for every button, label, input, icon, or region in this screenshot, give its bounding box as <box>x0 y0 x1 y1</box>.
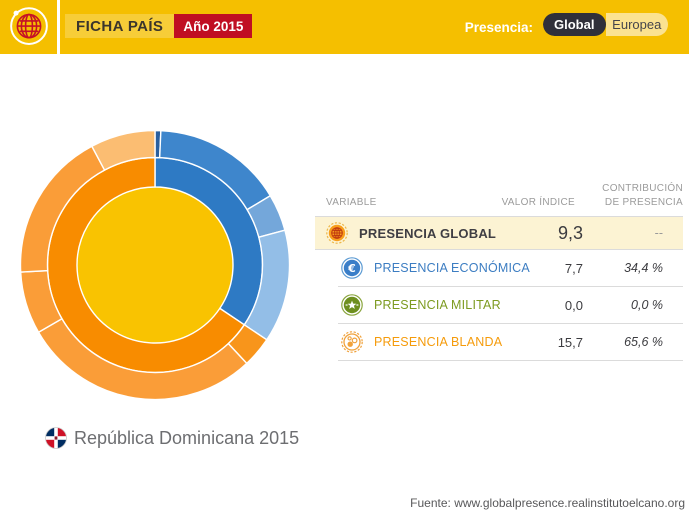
year-badge: Año 2015 <box>174 14 253 38</box>
table-row-presencia-economica: € PRESENCIA ECONÓMICA 7,7 34,4 % <box>315 250 683 286</box>
logo-box <box>0 0 57 54</box>
row-value: 7,7 <box>564 260 583 276</box>
row-contribution: 0,0 % <box>631 298 663 312</box>
variables-table: VARIABLE VALOR ÍNDICE CONTRIBUCIÓN DE PR… <box>315 180 683 361</box>
row-contribution: 65,6 % <box>624 335 663 349</box>
header-bar: FICHA PAÍS Año 2015 Presencia: Global Eu… <box>0 0 689 54</box>
page-title: FICHA PAÍS <box>76 17 164 35</box>
title-strip: FICHA PAÍS Año 2015 <box>65 14 253 38</box>
row-label: PRESENCIA ECONÓMICA <box>374 261 530 275</box>
table-row-presencia-blanda: PRESENCIA BLANDA 15,7 65,6 % <box>315 324 683 360</box>
row-value: 15,7 <box>557 334 583 350</box>
country-label: República Dominicana 2015 <box>45 426 299 450</box>
column-header-variable: VARIABLE <box>326 196 377 208</box>
dominican-republic-flag-icon <box>45 427 67 449</box>
country-name: República Dominicana 2015 <box>74 427 300 448</box>
column-header-value: VALOR ÍNDICE <box>501 196 575 208</box>
row-label: PRESENCIA GLOBAL <box>359 225 497 241</box>
table-header-row: VARIABLE VALOR ÍNDICE CONTRIBUCIÓN DE PR… <box>315 180 683 216</box>
column-header-contribution: CONTRIBUCIÓN DE PRESENCIA <box>602 183 683 208</box>
toggle-option-global[interactable]: Global <box>543 13 606 36</box>
source-text: Fuente: www.globalpresence.realinstituto… <box>410 496 685 510</box>
row-value: 9,3 <box>557 222 583 243</box>
euro-icon: € <box>341 257 363 279</box>
sunburst-segment-blanda-5 <box>91 129 156 171</box>
row-value: 0,0 <box>564 297 583 313</box>
presence-toggle[interactable]: Global Europea <box>543 13 668 36</box>
table-row-presencia-global: PRESENCIA GLOBAL 9,3 -- <box>315 216 683 250</box>
row-label: PRESENCIA BLANDA <box>374 335 503 349</box>
bubbles-icon <box>341 331 363 353</box>
globe-logo-icon <box>9 7 48 45</box>
row-divider <box>338 323 683 324</box>
row-divider <box>338 286 683 287</box>
table-row-presencia-militar: PRESENCIA MILITAR 0,0 0,0 % <box>315 287 683 323</box>
row-label: PRESENCIA MILITAR <box>374 298 501 312</box>
presence-label: Presencia: <box>464 19 533 35</box>
row-contribution: -- <box>654 226 663 240</box>
row-divider <box>338 360 683 361</box>
header-divider <box>57 0 60 54</box>
toggle-option-europea[interactable]: Europea <box>605 13 668 36</box>
presence-sunburst-chart <box>19 129 291 401</box>
globe-icon <box>326 222 348 244</box>
svg-text:€: € <box>347 262 356 275</box>
star-icon <box>341 294 363 316</box>
row-contribution: 34,4 % <box>624 261 663 275</box>
